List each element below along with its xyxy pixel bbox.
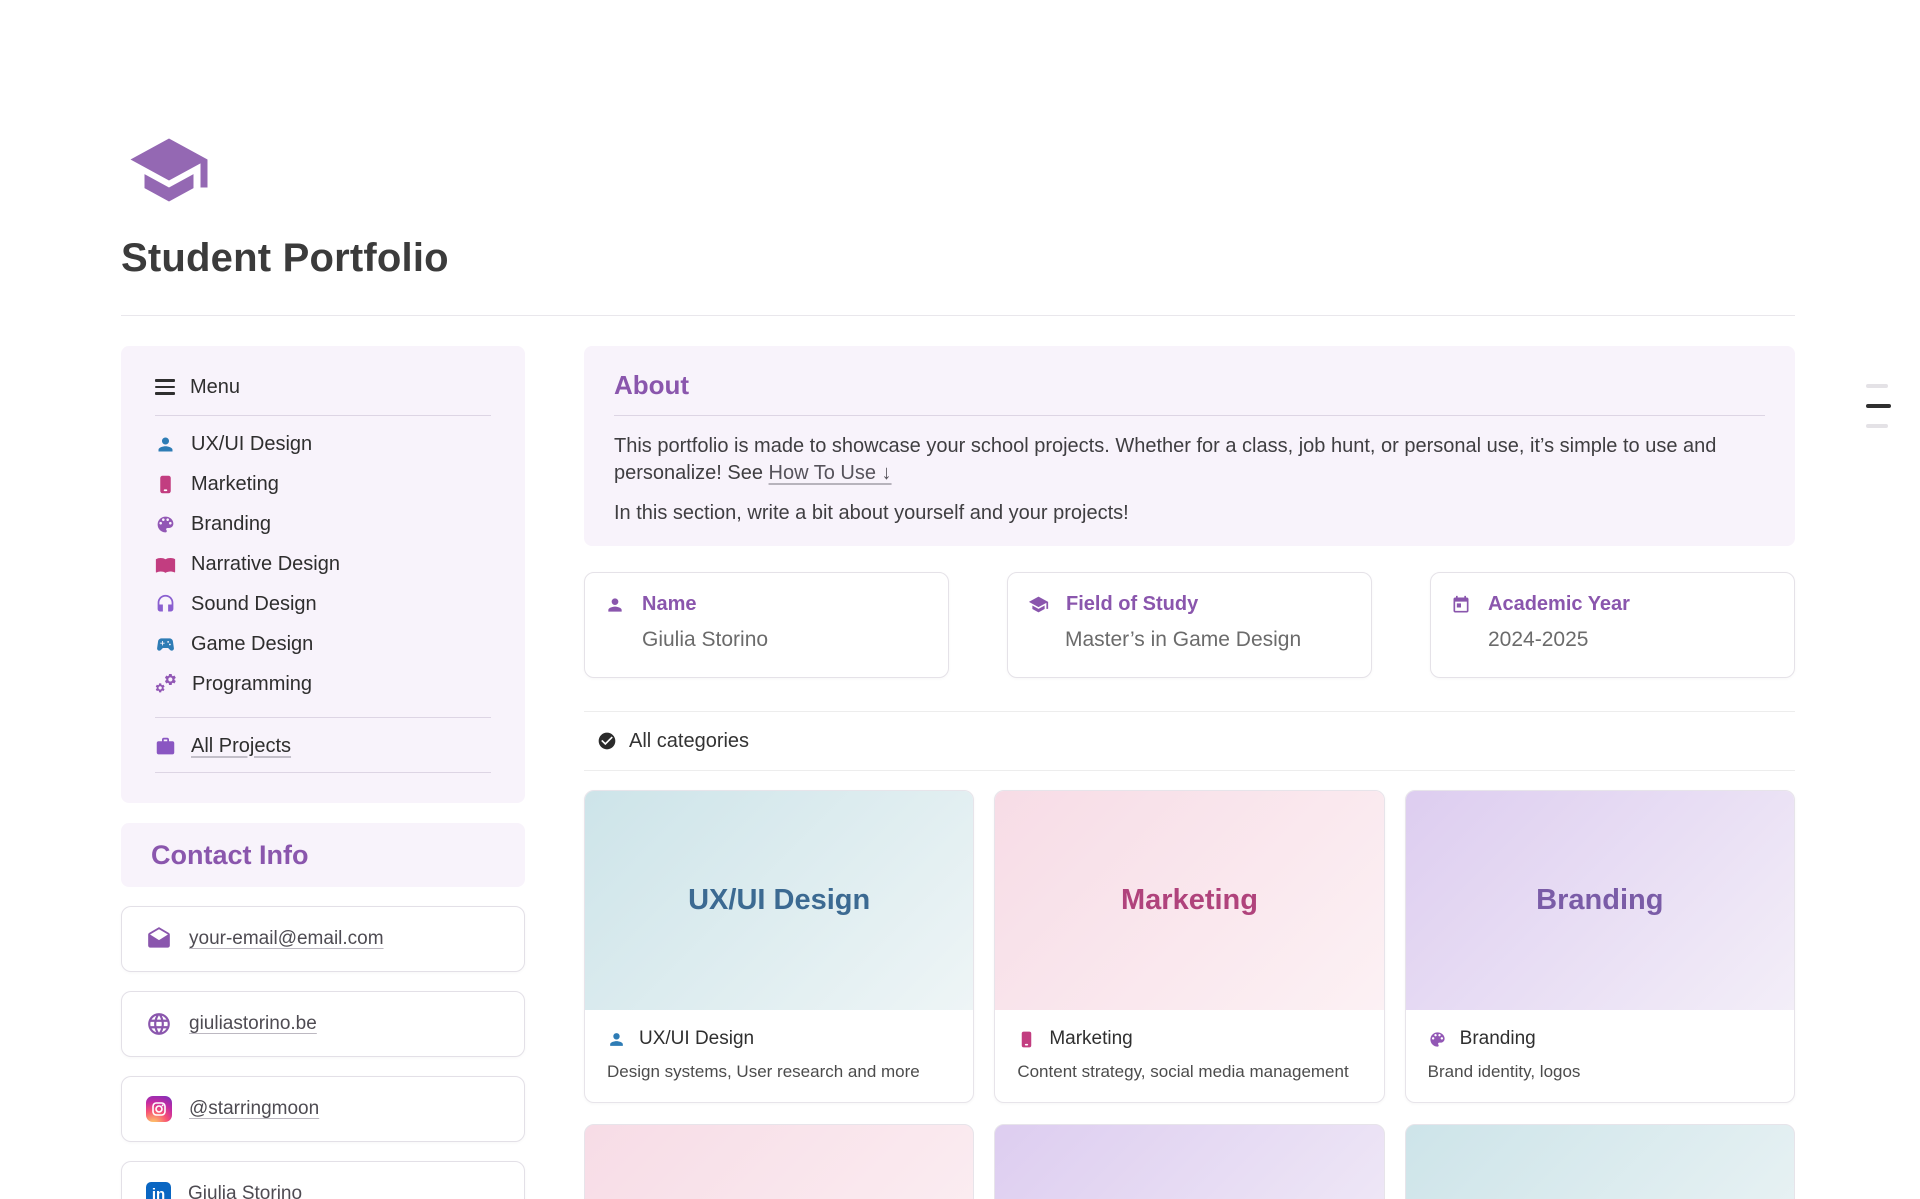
- sidebar-item-label: Narrative Design: [191, 552, 340, 575]
- about-text: This portfolio is made to showcase your …: [614, 435, 1717, 484]
- info-card-field-of-study: Field of Study Master’s in Game Design: [1007, 572, 1372, 678]
- gallery-card-description: Content strategy, social media managemen…: [1017, 1062, 1349, 1081]
- info-card-name: Name Giulia Storino: [584, 572, 949, 678]
- contact-instagram-text: @starringmoon: [189, 1098, 320, 1119]
- gallery-card-category: UX/UI Design: [639, 1028, 755, 1049]
- contact-linkedin-link[interactable]: in Giulia Storino: [121, 1161, 525, 1199]
- contact-instagram-link[interactable]: @starringmoon: [121, 1076, 525, 1142]
- about-paragraph-1: This portfolio is made to showcase your …: [614, 433, 1765, 487]
- graduation-cap-icon: [1028, 596, 1049, 613]
- gallery-card-partial-3[interactable]: [1404, 1124, 1795, 1199]
- all-projects-label: All Projects: [191, 734, 292, 757]
- info-card-label: Academic Year: [1488, 593, 1630, 615]
- sidebar-item-label: Sound Design: [191, 592, 317, 615]
- all-categories-filter[interactable]: All categories: [584, 711, 1795, 771]
- linkedin-icon: in: [146, 1181, 171, 1199]
- sidebar-item-marketing[interactable]: Marketing: [155, 464, 491, 504]
- page-outline-indicator[interactable]: [1866, 384, 1892, 444]
- graduation-cap-icon: [130, 138, 208, 202]
- contact-email-link[interactable]: your-email@email.com: [121, 906, 525, 972]
- divider: [155, 772, 491, 773]
- all-categories-label: All categories: [629, 729, 750, 752]
- instagram-icon: [146, 1096, 172, 1122]
- person-icon: [158, 437, 173, 451]
- info-card-value: 2024-2025: [1488, 628, 1589, 651]
- outline-bar-active: [1866, 404, 1891, 408]
- menu-toggle[interactable]: Menu: [155, 372, 491, 402]
- smartphone-icon: [160, 475, 171, 493]
- gallery-card-uxui-design[interactable]: UX/UI Design UX/UI Design Design systems…: [584, 790, 975, 1103]
- person-icon: [610, 1032, 623, 1046]
- email-icon: [148, 927, 170, 948]
- sidebar-item-sound-design[interactable]: Sound Design: [155, 584, 491, 624]
- sidebar-item-uxui-design[interactable]: UX/UI Design: [155, 424, 491, 464]
- briefcase-icon: [156, 737, 175, 754]
- palette-icon: [157, 516, 174, 532]
- gallery-card-partial-2[interactable]: [994, 1124, 1385, 1199]
- sidebar-item-label: UX/UI Design: [191, 432, 313, 455]
- divider: [614, 415, 1765, 416]
- sidebar-item-label: Programming: [192, 672, 313, 695]
- gallery-card-cover: Marketing: [995, 791, 1384, 1010]
- sidebar-item-branding[interactable]: Branding: [155, 504, 491, 544]
- calendar-icon: [1453, 595, 1469, 612]
- contact-linkedin-text: Giulia Storino: [188, 1183, 303, 1199]
- contact-info-card: Contact Info: [121, 823, 525, 887]
- sidebar-item-game-design[interactable]: Game Design: [155, 624, 491, 664]
- open-book-icon: [155, 557, 176, 573]
- globe-icon: [148, 1013, 170, 1035]
- page-title: Student Portfolio: [121, 236, 449, 280]
- gallery-card-category: Marketing: [1049, 1028, 1133, 1049]
- gallery-card-cover: UX/UI Design: [585, 791, 974, 1010]
- sidebar-item-all-projects[interactable]: All Projects: [155, 726, 491, 766]
- info-card-value: Master’s in Game Design: [1065, 628, 1302, 651]
- student-portfolio-page: Student Portfolio Menu UX/UI Design: [0, 128, 1920, 1199]
- info-card-value: Giulia Storino: [642, 628, 769, 651]
- outline-bar: [1866, 384, 1888, 388]
- check-circle-icon: [598, 732, 616, 750]
- about-paragraph-2: In this section, write a bit about yours…: [614, 502, 1129, 524]
- sidebar-item-label: Branding: [191, 512, 272, 535]
- divider: [155, 717, 491, 718]
- gallery-card-cover: Branding: [1405, 791, 1794, 1010]
- info-card-label: Name: [642, 593, 697, 615]
- contact-info-heading: Contact Info: [151, 839, 309, 870]
- menu-label: Menu: [190, 375, 241, 398]
- info-card-academic-year: Academic Year 2024-2025: [1430, 572, 1795, 678]
- smartphone-icon: [1022, 1031, 1032, 1047]
- contact-website-text: giuliastorino.be: [189, 1013, 317, 1034]
- about-section: About This portfolio is made to showcase…: [584, 346, 1795, 546]
- headphones-icon: [157, 594, 174, 611]
- person-icon: [608, 597, 622, 612]
- gallery-card-description: Design systems, User research and more: [607, 1062, 920, 1081]
- sidebar: Menu UX/UI Design Marketing Branding: [121, 346, 525, 1199]
- how-to-use-link[interactable]: How To Use ↓: [768, 462, 892, 484]
- contact-email-text: your-email@email.com: [189, 928, 384, 949]
- info-card-label: Field of Study: [1066, 593, 1199, 615]
- divider: [155, 415, 491, 416]
- hamburger-icon: [155, 379, 175, 395]
- gears-icon: [155, 673, 176, 693]
- palette-icon: [1430, 1031, 1445, 1047]
- main-content: About This portfolio is made to showcase…: [584, 346, 1795, 1199]
- gallery-card-description: Brand identity, logos: [1427, 1062, 1581, 1081]
- menu-card: Menu UX/UI Design Marketing Branding: [121, 346, 525, 803]
- sidebar-item-programming[interactable]: Programming: [155, 664, 491, 704]
- gamepad-icon: [157, 637, 174, 651]
- sidebar-item-narrative-design[interactable]: Narrative Design: [155, 544, 491, 584]
- gallery-card-branding[interactable]: Branding Branding Brand identity, logos: [1404, 790, 1795, 1103]
- outline-bar: [1866, 424, 1888, 428]
- gallery-card-partial-1[interactable]: [584, 1124, 975, 1199]
- gallery-card-category: Branding: [1459, 1028, 1536, 1049]
- header-divider: [121, 315, 1795, 316]
- sidebar-item-label: Game Design: [191, 632, 314, 655]
- about-heading: About: [614, 370, 690, 400]
- gallery-card-marketing[interactable]: Marketing Marketing Content strategy, so…: [994, 790, 1385, 1103]
- sidebar-item-label: Marketing: [191, 472, 279, 495]
- contact-website-link[interactable]: giuliastorino.be: [121, 991, 525, 1057]
